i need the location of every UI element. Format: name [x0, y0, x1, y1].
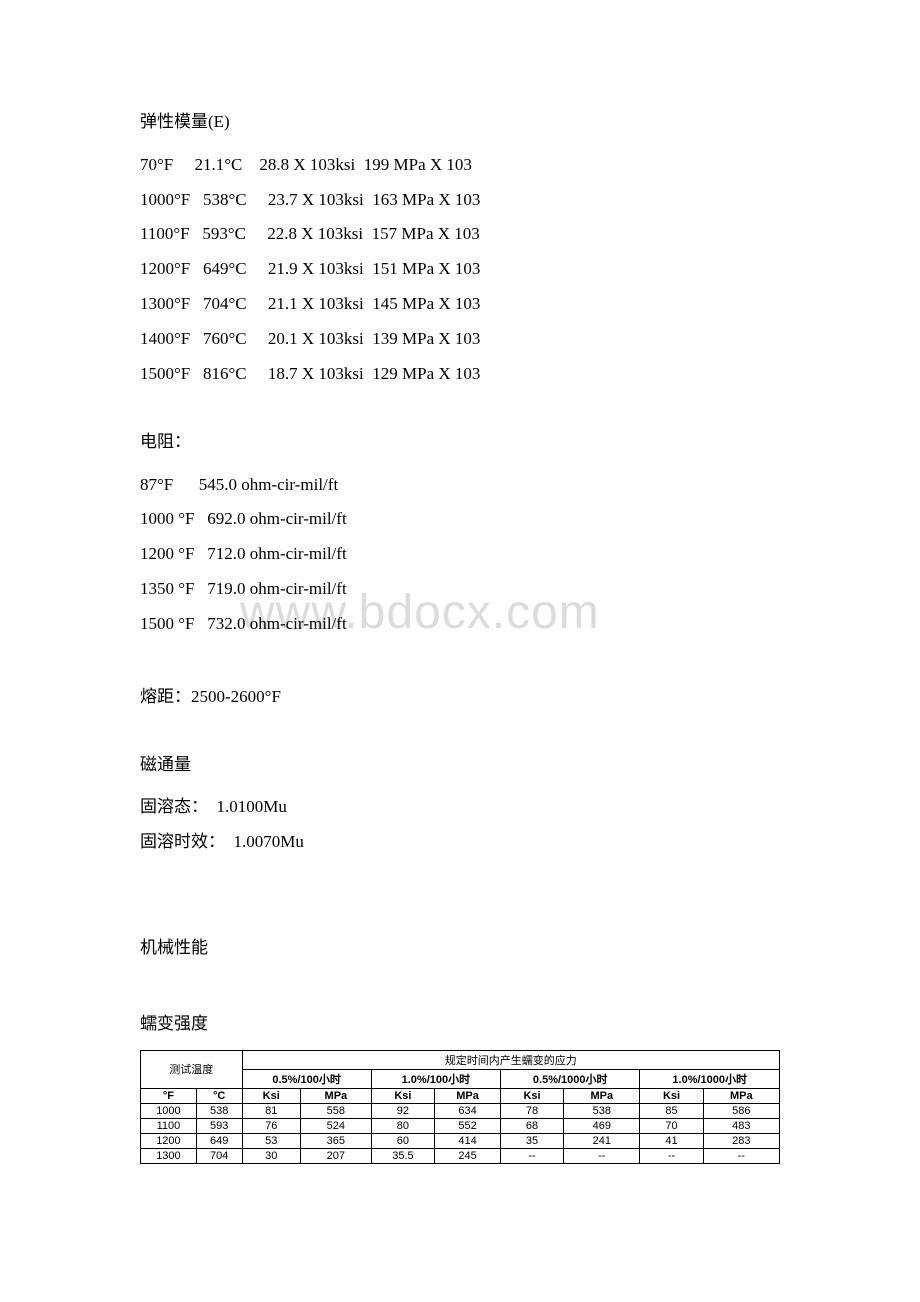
table-cell: -- [640, 1148, 703, 1163]
creep-table: 测试温度 规定时间内产生蠕变的应力 0.5%/100小时 1.0%/100小时 … [140, 1050, 780, 1164]
table-cell: 704 [196, 1148, 242, 1163]
flux-solid-solution: 固溶态： 1.0100Mu [140, 790, 780, 825]
unit-f: °F [141, 1088, 197, 1103]
table-cell: 68 [501, 1118, 564, 1133]
elastic-modulus-row: 1100°F 593°C 22.8 X 103ksi 157 MPa X 103 [140, 217, 780, 252]
elastic-modulus-row: 1300°F 704°C 21.1 X 103ksi 145 MPa X 103 [140, 287, 780, 322]
table-cell: 70 [640, 1118, 703, 1133]
table-cell: 483 [703, 1118, 779, 1133]
table-cell: 1300 [141, 1148, 197, 1163]
unit-mpa: MPa [300, 1088, 371, 1103]
unit-ksi: Ksi [501, 1088, 564, 1103]
unit-ksi: Ksi [640, 1088, 703, 1103]
table-cell: 1100 [141, 1118, 197, 1133]
table-cell: 538 [196, 1103, 242, 1118]
elastic-modulus-row: 1500°F 816°C 18.7 X 103ksi 129 MPa X 103 [140, 357, 780, 392]
resistance-row: 1500 °F 732.0 ohm-cir-mil/ft [140, 607, 780, 642]
table-cell: 41 [640, 1133, 703, 1148]
table-row: °F °C Ksi MPa Ksi MPa Ksi MPa Ksi MPa [141, 1088, 780, 1103]
table-cell: -- [703, 1148, 779, 1163]
table-cell: 1200 [141, 1133, 197, 1148]
table-cell: -- [501, 1148, 564, 1163]
table-cell: 365 [300, 1133, 371, 1148]
elastic-modulus-row: 70°F 21.1°C 28.8 X 103ksi 199 MPa X 103 [140, 148, 780, 183]
page-content: 弹性模量(E) 70°F 21.1°C 28.8 X 103ksi 199 MP… [140, 110, 780, 1164]
unit-mpa: MPa [564, 1088, 640, 1103]
table-cell: 586 [703, 1103, 779, 1118]
table-cell: 35 [501, 1133, 564, 1148]
resistance-list: 87°F 545.0 ohm-cir-mil/ft1000 °F 692.0 o… [140, 468, 780, 642]
table-cell: 207 [300, 1148, 371, 1163]
creep-heading: 蠕变强度 [140, 1012, 780, 1036]
col-group-2: 0.5%/1000小时 [501, 1069, 640, 1088]
table-cell: 1000 [141, 1103, 197, 1118]
unit-ksi: Ksi [242, 1088, 300, 1103]
table-row: 测试温度 规定时间内产生蠕变的应力 [141, 1050, 780, 1069]
header-stress: 规定时间内产生蠕变的应力 [242, 1050, 780, 1069]
elastic-modulus-row: 1200°F 649°C 21.9 X 103ksi 151 MPa X 103 [140, 252, 780, 287]
table-cell: 80 [371, 1118, 434, 1133]
header-test-temp: 测试温度 [141, 1050, 243, 1088]
resistance-row: 87°F 545.0 ohm-cir-mil/ft [140, 468, 780, 503]
table-cell: 649 [196, 1133, 242, 1148]
table-cell: 53 [242, 1133, 300, 1148]
col-group-1: 1.0%/100小时 [371, 1069, 500, 1088]
table-cell: 241 [564, 1133, 640, 1148]
table-cell: 30 [242, 1148, 300, 1163]
table-cell: 78 [501, 1103, 564, 1118]
table-cell: 558 [300, 1103, 371, 1118]
table-cell: 552 [435, 1118, 501, 1133]
flux-heading: 磁通量 [140, 753, 780, 777]
col-group-3: 1.0%/1000小时 [640, 1069, 780, 1088]
table-cell: 60 [371, 1133, 434, 1148]
table-cell: 593 [196, 1118, 242, 1133]
unit-c: °C [196, 1088, 242, 1103]
table-cell: 245 [435, 1148, 501, 1163]
elastic-modulus-list: 70°F 21.1°C 28.8 X 103ksi 199 MPa X 1031… [140, 148, 780, 392]
resistance-row: 1350 °F 719.0 ohm-cir-mil/ft [140, 572, 780, 607]
table-cell: 538 [564, 1103, 640, 1118]
table-cell: 469 [564, 1118, 640, 1133]
table-row: 100053881558926347853885586 [141, 1103, 780, 1118]
unit-mpa: MPa [703, 1088, 779, 1103]
table-cell: 81 [242, 1103, 300, 1118]
table-row: 120064953365604143524141283 [141, 1133, 780, 1148]
flux-aged: 固溶时效： 1.0070Mu [140, 825, 780, 860]
resistance-heading: 电阻： [140, 430, 780, 454]
table-cell: 634 [435, 1103, 501, 1118]
table-row: 13007043020735.5245-------- [141, 1148, 780, 1163]
unit-mpa: MPa [435, 1088, 501, 1103]
table-cell: -- [564, 1148, 640, 1163]
table-cell: 35.5 [371, 1148, 434, 1163]
elastic-modulus-row: 1000°F 538°C 23.7 X 103ksi 163 MPa X 103 [140, 183, 780, 218]
table-row: 110059376524805526846970483 [141, 1118, 780, 1133]
table-cell: 92 [371, 1103, 434, 1118]
table-cell: 283 [703, 1133, 779, 1148]
elastic-modulus-heading: 弹性模量(E) [140, 110, 780, 134]
table-cell: 414 [435, 1133, 501, 1148]
elastic-modulus-row: 1400°F 760°C 20.1 X 103ksi 139 MPa X 103 [140, 322, 780, 357]
resistance-row: 1200 °F 712.0 ohm-cir-mil/ft [140, 537, 780, 572]
table-cell: 524 [300, 1118, 371, 1133]
mechanical-heading: 机械性能 [140, 936, 780, 960]
table-cell: 85 [640, 1103, 703, 1118]
table-cell: 76 [242, 1118, 300, 1133]
col-group-0: 0.5%/100小时 [242, 1069, 371, 1088]
resistance-row: 1000 °F 692.0 ohm-cir-mil/ft [140, 502, 780, 537]
unit-ksi: Ksi [371, 1088, 434, 1103]
melting-range: 熔距：2500-2600°F [140, 680, 780, 715]
